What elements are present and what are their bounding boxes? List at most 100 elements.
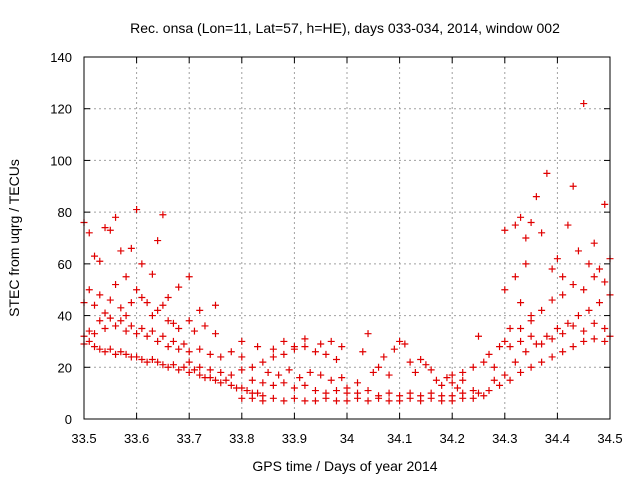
data-point (143, 332, 151, 340)
data-point (511, 221, 519, 229)
data-point (117, 247, 125, 255)
data-point (127, 299, 135, 307)
y-tick-labels: 0 20 40 60 80 100 120 140 (50, 50, 72, 427)
data-point (217, 368, 225, 376)
data-point (459, 376, 467, 384)
data-point (301, 335, 309, 343)
data-point (227, 371, 235, 379)
data-point (212, 376, 219, 384)
data-point (154, 237, 162, 245)
data-point (448, 371, 456, 379)
data-point (569, 343, 577, 351)
data-point (290, 384, 298, 392)
y-tick-label: 0 (65, 412, 72, 427)
data-point (559, 291, 567, 299)
data-point (206, 350, 214, 358)
x-tick-label: 34.2 (440, 431, 465, 446)
data-point (475, 389, 482, 397)
data-point (585, 260, 593, 268)
data-point (511, 358, 519, 366)
data-point (417, 392, 425, 400)
data-point (375, 363, 383, 371)
data-point (96, 291, 104, 299)
data-point (411, 368, 419, 376)
data-point (311, 387, 319, 395)
data-point (212, 301, 219, 309)
data-point (280, 397, 288, 405)
data-point (169, 319, 177, 327)
data-point (364, 387, 372, 395)
data-point (322, 350, 330, 358)
data-point (238, 384, 246, 392)
data-point (385, 389, 393, 397)
data-point (590, 335, 598, 343)
data-point (396, 392, 404, 400)
data-point (117, 304, 125, 312)
data-point (180, 363, 188, 371)
chart-title: Rec. onsa (Lon=11, Lat=57, h=HE), days 0… (130, 20, 560, 36)
data-point (91, 343, 99, 351)
data-point (574, 312, 582, 320)
data-point (354, 389, 362, 397)
data-point (448, 379, 456, 387)
x-axis-label: GPS time / Days of year 2014 (252, 458, 437, 474)
data-point (238, 366, 246, 374)
data-point (359, 348, 367, 356)
data-point (427, 366, 435, 374)
data-point (106, 296, 114, 304)
data-point (443, 374, 451, 382)
data-point (91, 252, 99, 260)
data-point (574, 247, 582, 255)
data-point (511, 273, 519, 281)
data-point (406, 389, 414, 397)
x-tick-label: 33.6 (124, 431, 149, 446)
data-point (485, 387, 493, 395)
data-point (117, 348, 125, 356)
data-point (548, 335, 556, 343)
data-point (317, 371, 325, 379)
data-point (280, 337, 288, 345)
data-point (169, 337, 177, 345)
data-point (85, 229, 93, 237)
data-point (338, 343, 346, 351)
data-point (133, 206, 141, 214)
data-point (254, 343, 262, 351)
data-point (301, 397, 309, 405)
data-point (506, 325, 514, 332)
data-point (427, 389, 435, 397)
data-point (280, 379, 288, 387)
data-point (196, 306, 204, 314)
data-point (85, 327, 93, 335)
data-point (133, 330, 141, 338)
data-point (538, 340, 546, 348)
data-point (548, 296, 556, 304)
data-point (196, 371, 204, 379)
data-point (254, 389, 262, 397)
data-point (522, 260, 530, 268)
data-point (148, 270, 156, 278)
data-point (190, 366, 198, 374)
data-point (522, 348, 530, 356)
data-point (543, 169, 551, 177)
data-point (369, 368, 377, 376)
data-point (143, 358, 151, 366)
data-point (517, 325, 525, 332)
data-point (112, 322, 120, 330)
data-point (96, 317, 104, 325)
data-point (201, 322, 209, 330)
data-point (133, 353, 141, 361)
data-point (159, 211, 167, 219)
axis-ticks (83, 56, 611, 420)
data-point (490, 363, 498, 371)
data-point (122, 327, 130, 335)
data-point (517, 213, 525, 221)
data-point (133, 286, 141, 294)
data-point (175, 366, 183, 374)
data-point (438, 392, 446, 400)
y-tick-label: 100 (50, 153, 72, 168)
data-point (327, 337, 335, 345)
data-point (601, 278, 609, 286)
data-point (196, 363, 204, 371)
data-point (332, 397, 340, 405)
data-point (269, 345, 277, 353)
